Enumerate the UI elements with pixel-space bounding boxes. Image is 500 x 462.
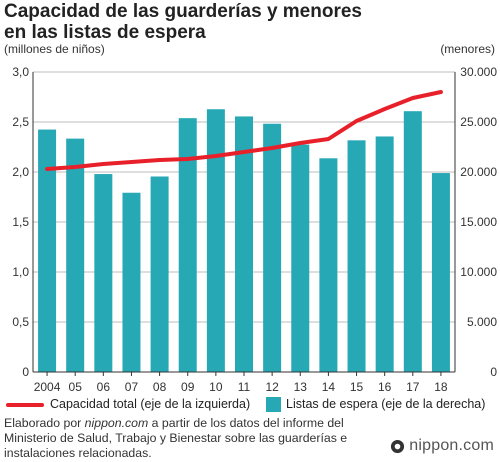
legend: Capacidad total (eje de la izquierda) Li…	[4, 397, 498, 413]
source-suffix: a partir de los datos del informe del Mi…	[4, 416, 348, 460]
y-right-tick-label: 0	[490, 365, 497, 379]
bar	[347, 140, 366, 372]
x-tick-label: 11	[238, 380, 251, 394]
bar	[38, 129, 57, 372]
x-tick-label: 07	[125, 380, 139, 394]
x-tick-label: 15	[350, 380, 364, 394]
x-tick-label: 17	[406, 380, 420, 394]
legend-bar-label: Listas de espera (eje de la derecha)	[286, 397, 486, 411]
y-right-tick-label: 20.000	[460, 165, 497, 179]
y-right-tick-label: 15.000	[460, 215, 497, 229]
title-line-1: Capacidad de las guarderías y menores	[4, 1, 362, 22]
x-tick-label: 08	[153, 380, 167, 394]
bar	[375, 136, 394, 372]
bar	[263, 123, 282, 372]
y-left-tick-label: 3,0	[12, 65, 29, 79]
bar	[235, 116, 253, 372]
x-tick-label: 13	[294, 380, 308, 394]
bar	[431, 173, 450, 372]
y-left-tick-label: 2,5	[12, 115, 29, 129]
bar	[319, 158, 338, 372]
y-right-tick-label: 30.000	[460, 65, 497, 79]
title-line-2: en las listas de espera	[4, 22, 206, 43]
legend-line-label: Capacidad total (eje de la izquierda)	[50, 397, 251, 411]
bar	[94, 174, 113, 372]
brand-name: nippon.com	[409, 437, 494, 454]
y-left-tick-label: 1,5	[12, 215, 29, 229]
x-tick-label: 06	[97, 380, 111, 394]
bar	[403, 111, 422, 372]
y-left-tick-label: 2,0	[12, 165, 29, 179]
y-left-tick-label: 0	[22, 365, 29, 379]
y-left-tick-label: 1,0	[12, 265, 29, 279]
brand-logo: nippon.com	[390, 437, 494, 455]
source-prefix: Elaborado por	[4, 416, 85, 430]
bar	[206, 109, 225, 372]
left-axis-unit-label: (millones de niños)	[4, 42, 105, 56]
legend-line-swatch	[6, 403, 44, 407]
source-site: nippon.com	[84, 416, 149, 430]
source-note: Elaborado por nippon.com a partir de los…	[4, 416, 374, 461]
y-right-tick-label: 25.000	[460, 115, 497, 129]
legend-bar-swatch	[266, 397, 281, 412]
y-left-tick-label: 0,5	[12, 315, 29, 329]
nippon-logo-icon	[391, 439, 405, 453]
x-tick-label: 05	[69, 380, 83, 394]
bar	[178, 118, 197, 372]
bar	[122, 192, 141, 372]
x-tick-label: 14	[322, 380, 336, 394]
x-tick-label: 10	[209, 380, 223, 394]
x-tick-label: 16	[378, 380, 392, 394]
x-tick-label: 2004	[34, 380, 61, 394]
x-tick-label: 12	[265, 380, 279, 394]
capacity-line	[45, 90, 443, 171]
chart-title: Capacidad de las guarderías y menores en…	[4, 1, 494, 43]
bar	[291, 144, 310, 372]
right-axis-unit-label: (menores)	[440, 42, 495, 56]
y-right-tick-label: 10.000	[460, 265, 497, 279]
x-tick-label: 18	[434, 380, 448, 394]
x-tick-label: 09	[181, 380, 195, 394]
bar	[150, 176, 169, 372]
bar	[66, 138, 85, 372]
y-right-tick-label: 5.000	[467, 315, 497, 329]
